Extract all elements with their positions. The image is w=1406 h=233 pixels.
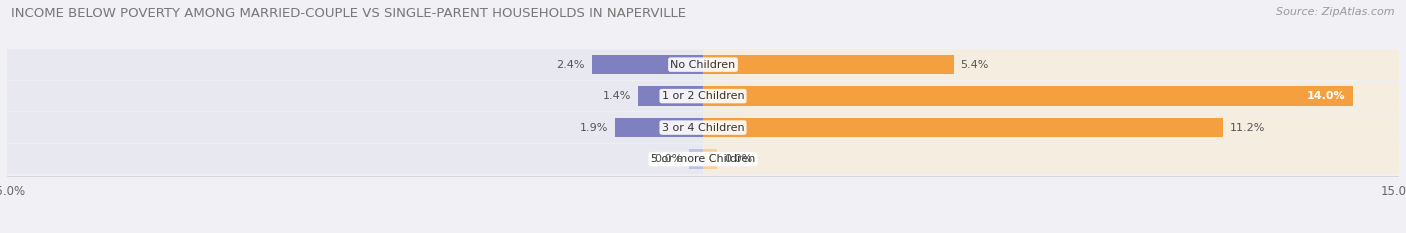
FancyBboxPatch shape [7, 49, 703, 80]
Text: 5 or more Children: 5 or more Children [651, 154, 755, 164]
Bar [689, 149, 703, 169]
Text: 5.4%: 5.4% [960, 60, 988, 70]
Text: 3 or 4 Children: 3 or 4 Children [662, 123, 744, 133]
FancyBboxPatch shape [703, 144, 1399, 174]
Text: Source: ZipAtlas.com: Source: ZipAtlas.com [1277, 7, 1395, 17]
Text: 14.0%: 14.0% [1308, 91, 1346, 101]
FancyBboxPatch shape [7, 144, 703, 174]
Bar [703, 118, 1223, 137]
Bar [703, 86, 1353, 106]
Text: 0.0%: 0.0% [724, 154, 752, 164]
FancyBboxPatch shape [703, 112, 1399, 143]
Text: 1.9%: 1.9% [579, 123, 607, 133]
Bar [703, 149, 717, 169]
FancyBboxPatch shape [703, 81, 1399, 111]
Text: 1 or 2 Children: 1 or 2 Children [662, 91, 744, 101]
Text: 1.4%: 1.4% [603, 91, 631, 101]
FancyBboxPatch shape [703, 49, 1399, 80]
Bar [592, 55, 703, 74]
Text: 0.0%: 0.0% [654, 154, 682, 164]
Bar [614, 118, 703, 137]
FancyBboxPatch shape [7, 81, 703, 111]
Text: No Children: No Children [671, 60, 735, 70]
Text: INCOME BELOW POVERTY AMONG MARRIED-COUPLE VS SINGLE-PARENT HOUSEHOLDS IN NAPERVI: INCOME BELOW POVERTY AMONG MARRIED-COUPL… [11, 7, 686, 20]
Bar [638, 86, 703, 106]
Text: 11.2%: 11.2% [1230, 123, 1265, 133]
Text: 2.4%: 2.4% [557, 60, 585, 70]
Bar [703, 55, 953, 74]
FancyBboxPatch shape [7, 112, 703, 143]
